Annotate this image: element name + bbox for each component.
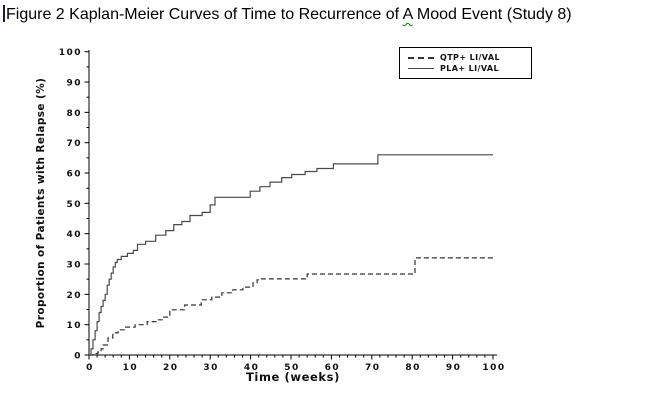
y-axis-title: Proportion of Patients with Relapse (%) [35, 78, 47, 329]
solid-line-sample-icon [408, 68, 434, 69]
legend-label-qtp: QTP+ LI/VAL [440, 53, 500, 62]
x-tick-label: 60 [325, 363, 341, 373]
figure-caption-text-after: Mood Event (Study 8) [412, 6, 572, 23]
x-tick-label: 100 [482, 363, 505, 373]
km-curve-solid [89, 154, 493, 356]
y-tick-label: 10 [66, 321, 82, 331]
legend-item-qtp: QTP+ LI/VAL [408, 52, 531, 63]
km-curve-dashed [89, 257, 493, 356]
y-tick-label: 60 [66, 170, 82, 180]
y-tick-label: 90 [66, 79, 82, 89]
x-tick-label: 40 [244, 363, 260, 373]
x-tick-label: 30 [203, 363, 219, 373]
figure-caption-text: Figure 2 Kaplan-Meier Curves of Time to … [6, 6, 403, 23]
spellcheck-flagged-word: A [402, 6, 413, 23]
legend: QTP+ LI/VAL PLA+ LI/VAL [399, 47, 532, 79]
text-cursor [3, 5, 5, 22]
figure-caption[interactable]: Figure 2 Kaplan-Meier Curves of Time to … [3, 5, 643, 24]
y-tick-label: 100 [59, 48, 82, 58]
y-tick-label: 50 [66, 200, 82, 210]
legend-label-pla: PLA+ LI/VAL [440, 64, 499, 73]
x-tick-label: 70 [365, 363, 381, 373]
y-tick-label: 80 [66, 109, 82, 119]
x-tick-label: 10 [123, 363, 139, 373]
y-tick-label: 20 [66, 291, 82, 301]
x-axis-title: Time (weeks) [246, 370, 340, 384]
x-tick-label: 80 [405, 363, 421, 373]
legend-item-pla: PLA+ LI/VAL [408, 63, 531, 74]
x-tick-label: 90 [446, 363, 462, 373]
x-tick-label: 0 [86, 363, 94, 373]
x-tick-label: 20 [163, 363, 179, 373]
y-tick-label: 0 [74, 352, 82, 362]
y-tick-label: 40 [66, 230, 82, 240]
dashed-line-sample-icon [408, 56, 434, 59]
x-tick-label: 50 [284, 363, 300, 373]
y-tick-label: 30 [66, 261, 82, 271]
y-tick-label: 70 [66, 139, 82, 149]
axis-spine [88, 50, 497, 356]
